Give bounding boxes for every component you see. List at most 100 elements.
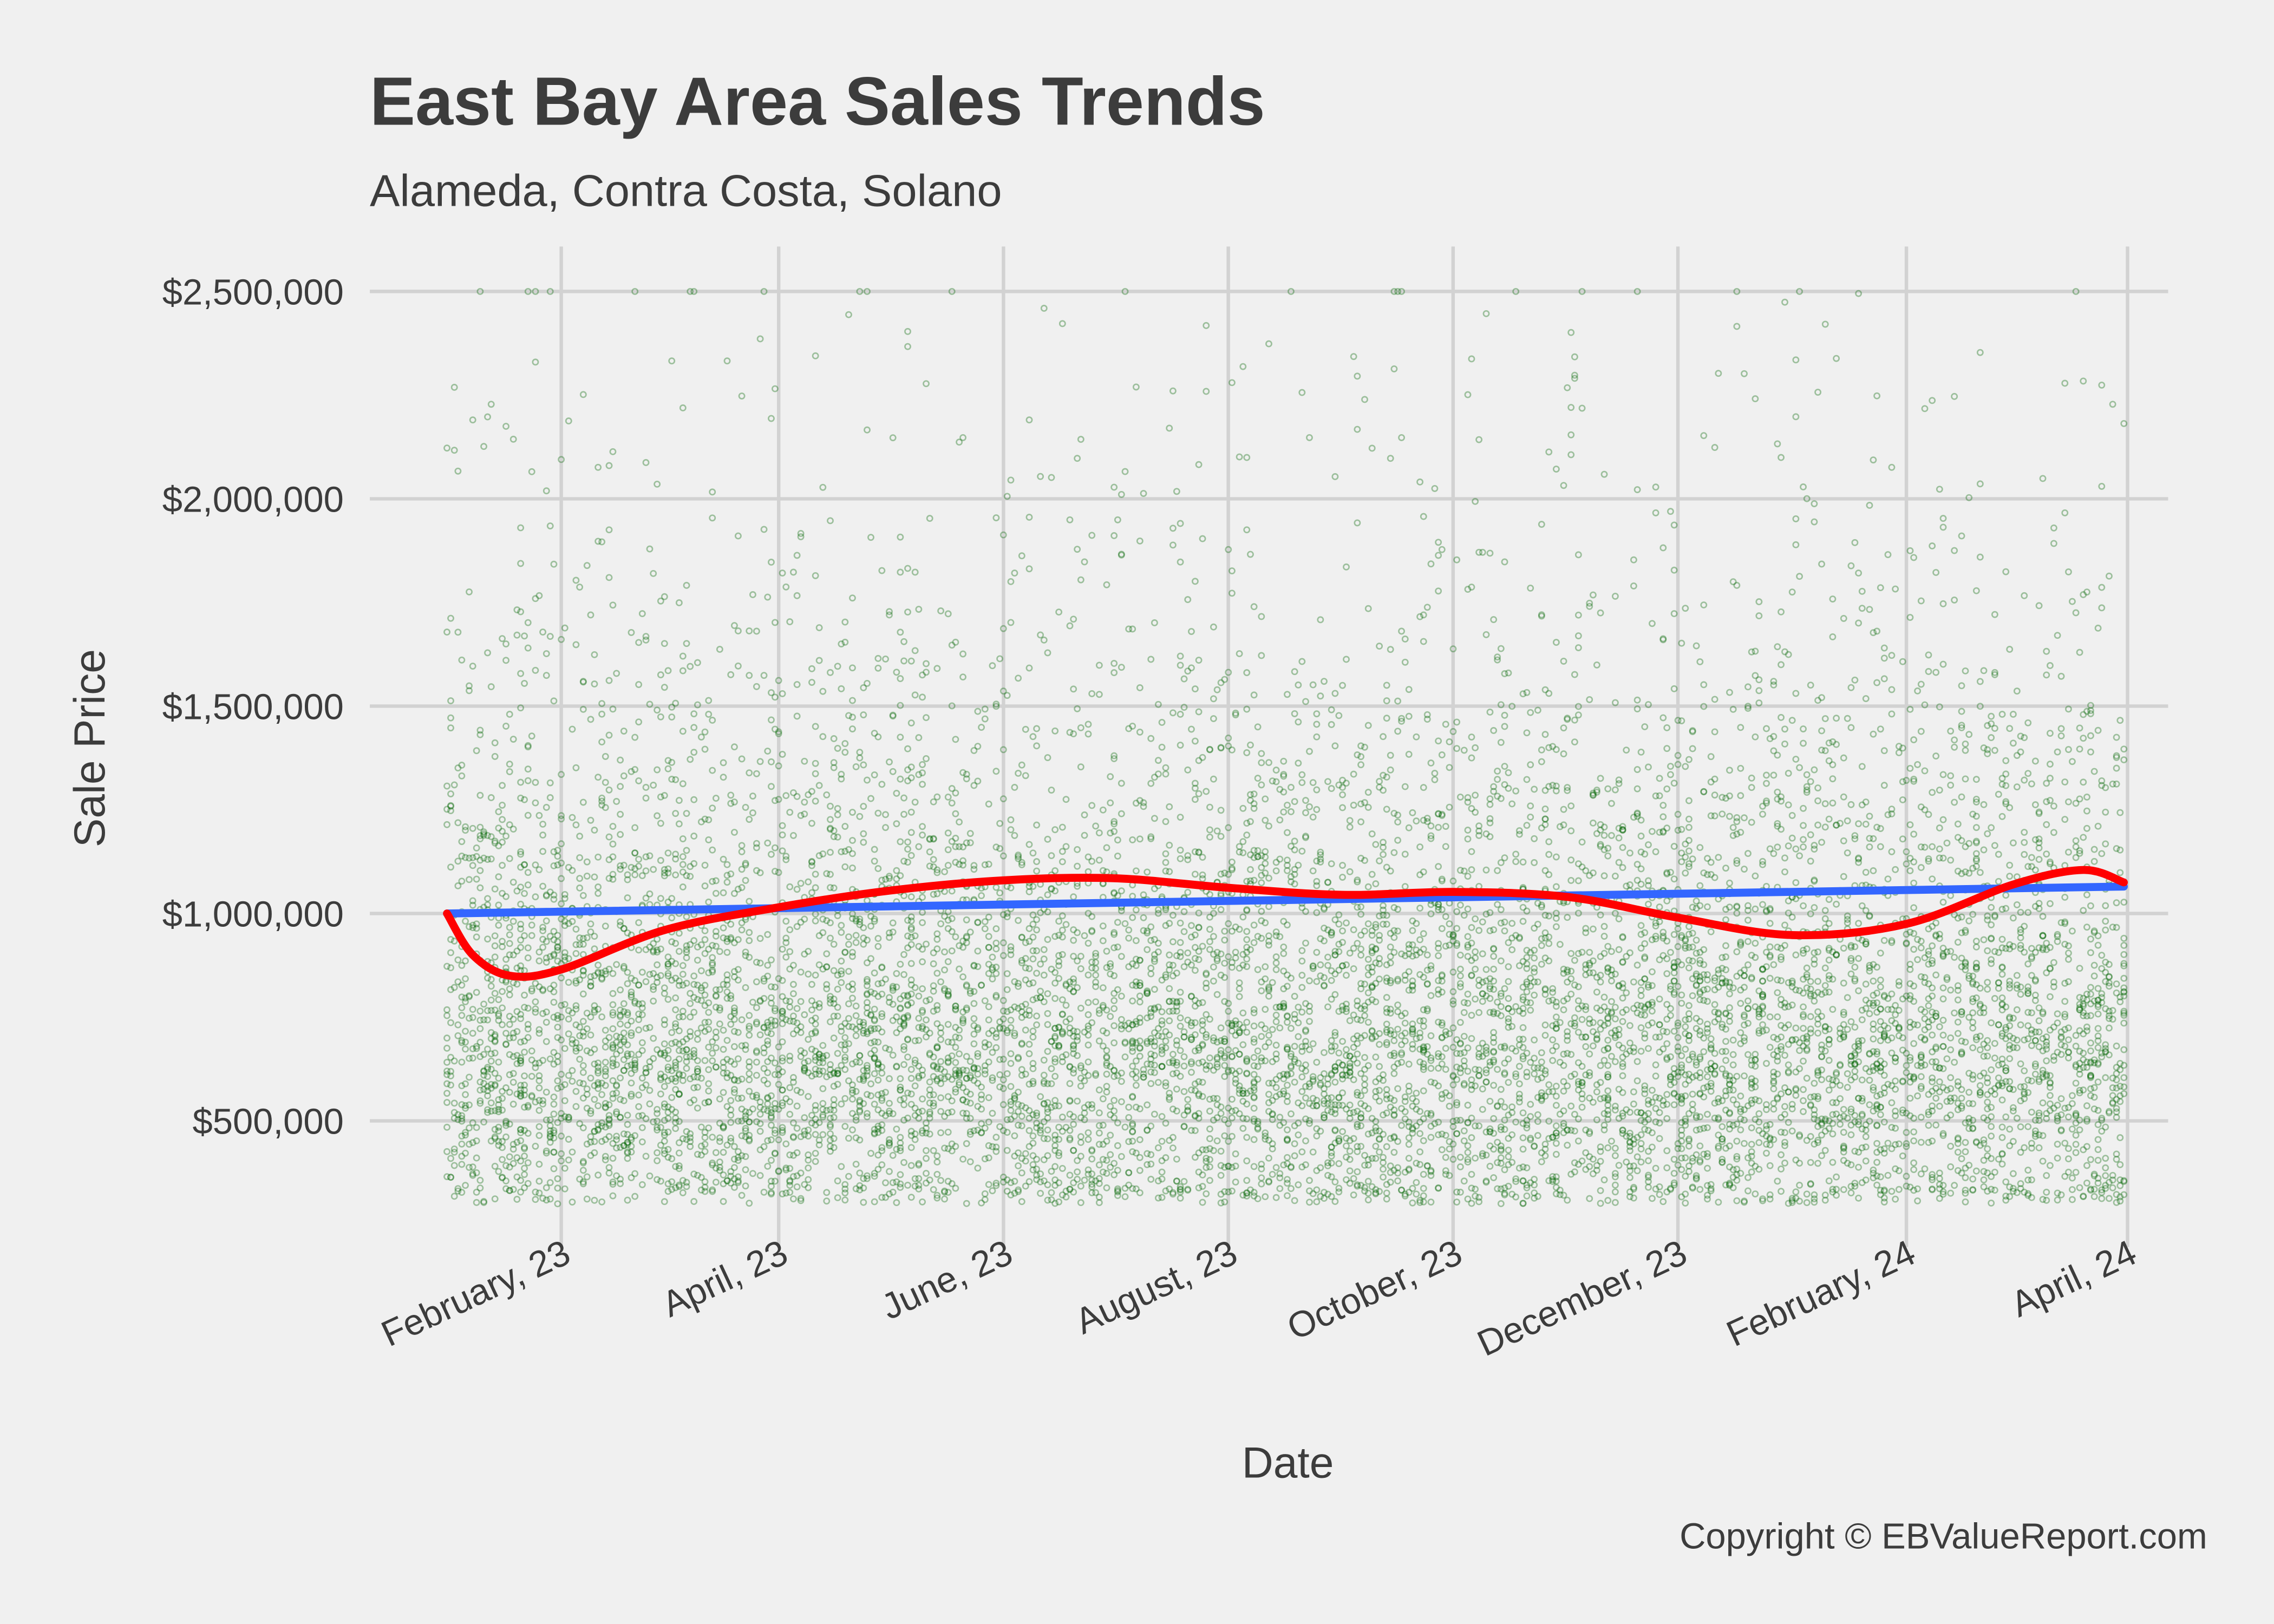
data-point <box>654 1124 661 1131</box>
data-point <box>1619 1072 1626 1079</box>
data-point <box>1095 1161 1103 1169</box>
data-point <box>1988 1155 1995 1162</box>
data-point <box>819 850 827 857</box>
data-point <box>1033 1021 1041 1029</box>
data-point <box>1505 1005 1512 1012</box>
data-point <box>830 1083 838 1090</box>
data-point <box>1390 1167 1398 1174</box>
data-point <box>1737 1000 1744 1007</box>
data-point <box>1567 1127 1575 1134</box>
data-point <box>1523 1121 1531 1129</box>
data-point <box>1899 658 1906 665</box>
data-point <box>915 1161 923 1169</box>
data-point <box>1217 1162 1225 1169</box>
data-point <box>2068 1196 2076 1203</box>
data-point <box>2028 1144 2035 1152</box>
data-point <box>753 770 760 777</box>
data-point <box>1262 848 1269 855</box>
data-point <box>1707 778 1715 785</box>
data-point <box>2065 1145 2072 1152</box>
data-point <box>1405 1118 1413 1126</box>
data-point <box>1490 616 1498 623</box>
data-point <box>1058 1191 1066 1199</box>
data-point <box>1744 1005 1752 1012</box>
data-point <box>1755 1127 1763 1134</box>
data-point <box>919 1071 926 1079</box>
data-point <box>1151 815 1158 822</box>
data-point <box>2039 913 2047 920</box>
data-point <box>1151 951 1158 958</box>
data-point <box>2098 1195 2106 1202</box>
data-point <box>654 766 661 774</box>
data-point <box>1232 948 1239 956</box>
data-point <box>1608 800 1615 807</box>
data-point <box>1696 1053 1704 1061</box>
data-point <box>1659 1198 1667 1206</box>
data-point <box>1151 1062 1158 1069</box>
data-point <box>1870 1063 1877 1070</box>
data-point <box>1262 795 1269 803</box>
data-point <box>1022 1150 1029 1157</box>
data-point <box>1641 929 1649 937</box>
data-point <box>841 848 849 855</box>
data-point <box>1870 730 1877 738</box>
data-point <box>1250 1104 1258 1112</box>
data-point <box>1936 1169 1943 1177</box>
data-point <box>1413 1098 1420 1105</box>
data-point <box>1866 1010 1873 1018</box>
data-point <box>517 1092 525 1100</box>
data-point <box>1726 1004 1733 1012</box>
data-point <box>1770 1136 1778 1143</box>
data-point <box>705 1066 713 1073</box>
data-point <box>2046 775 2054 782</box>
data-point <box>1549 1134 1557 1141</box>
data-point <box>1420 868 1427 876</box>
data-point <box>1954 1134 1962 1142</box>
data-point <box>1291 880 1298 888</box>
data-point <box>871 1053 878 1061</box>
data-point <box>1947 856 1955 864</box>
data-point <box>1512 1070 1520 1078</box>
data-point <box>738 1191 746 1199</box>
data-point <box>1099 1168 1107 1176</box>
data-point <box>2120 984 2128 992</box>
data-point <box>1796 1182 1803 1189</box>
data-point <box>1781 648 1788 656</box>
data-point <box>1346 1069 1354 1076</box>
data-point <box>2002 770 2010 778</box>
data-point <box>1313 1102 1321 1110</box>
data-point <box>687 1134 694 1142</box>
data-point <box>2057 919 2065 926</box>
data-point <box>1084 1166 1092 1174</box>
data-point <box>1862 1143 1870 1151</box>
data-point <box>594 961 602 969</box>
data-point <box>1203 971 1210 978</box>
data-point <box>1055 952 1063 959</box>
data-point <box>458 1012 466 1019</box>
data-point <box>1833 355 1840 362</box>
data-point <box>1781 1142 1788 1149</box>
data-point <box>1531 1064 1538 1071</box>
data-point <box>2106 983 2113 990</box>
data-point <box>1195 1090 1203 1098</box>
data-point <box>1921 405 1929 412</box>
data-point <box>1840 1031 1847 1038</box>
data-point <box>1339 1061 1346 1069</box>
data-point <box>558 974 565 981</box>
data-point <box>1269 1097 1276 1104</box>
data-point <box>1003 1027 1011 1034</box>
data-point <box>2054 1102 2061 1109</box>
data-point <box>2035 900 2043 907</box>
data-point <box>1501 763 1508 770</box>
data-point <box>849 837 856 844</box>
data-point <box>720 1058 727 1066</box>
data-point <box>1095 1122 1103 1129</box>
data-point <box>2083 1064 2090 1071</box>
data-point <box>1166 998 1173 1005</box>
data-point <box>1715 1199 1722 1206</box>
data-point <box>1077 1062 1084 1070</box>
data-point <box>827 1123 834 1130</box>
data-point <box>2076 1184 2083 1191</box>
data-point <box>966 1131 974 1138</box>
